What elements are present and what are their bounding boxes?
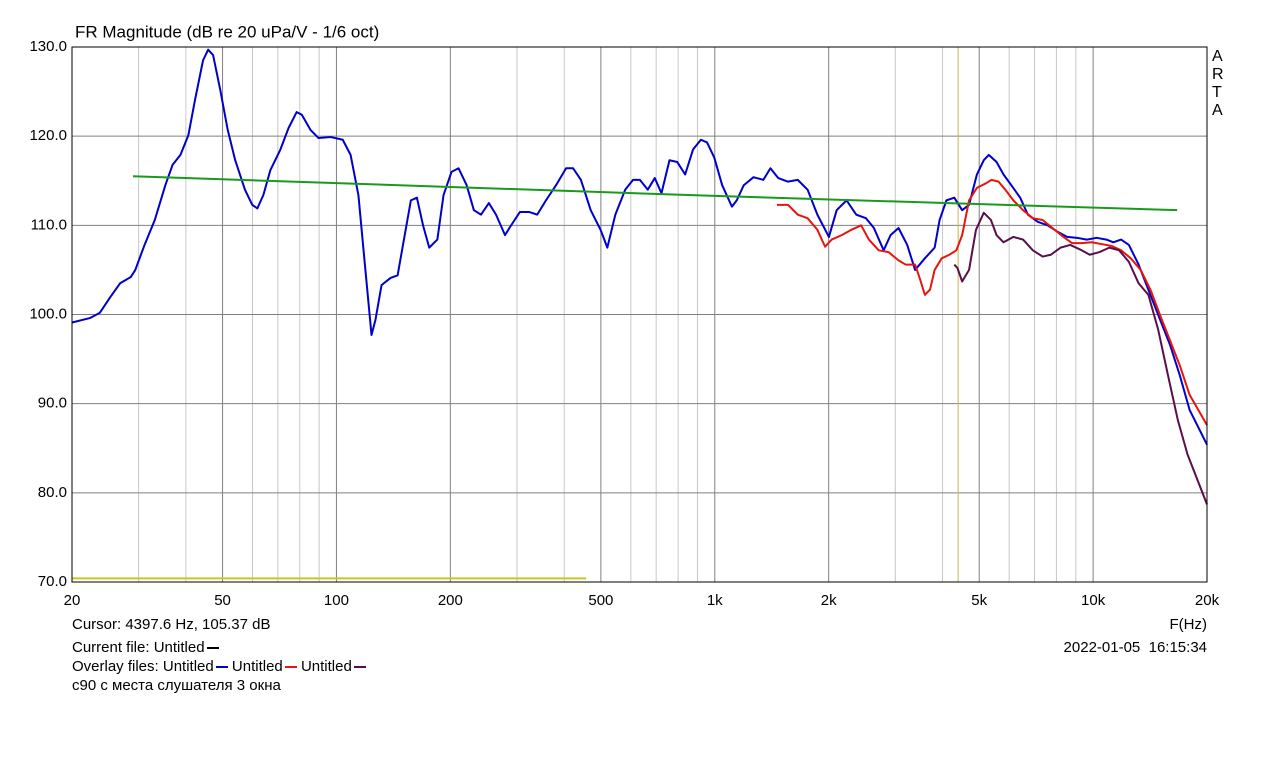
series-line	[71, 48, 1208, 446]
y-tick-label: 120.0	[29, 127, 67, 144]
x-axis-label: F(Hz)	[1169, 616, 1208, 633]
x-tick-label: 50	[214, 592, 231, 609]
current-file: Current file: Untitled	[72, 639, 219, 657]
x-tick-label: 20	[64, 592, 81, 609]
y-tick-label: 130.0	[29, 38, 67, 55]
x-tick-label: 20k	[1195, 592, 1220, 609]
watermark: ARTA	[1212, 48, 1224, 119]
cursor-readout: Cursor: 4397.6 Hz, 105.37 dB	[72, 616, 271, 633]
plot-lines	[71, 47, 1208, 582]
x-tick-label: 5k	[971, 592, 987, 609]
current-file-label: Current file:	[72, 639, 150, 656]
plot-frame	[71, 46, 1208, 583]
chart-title: FR Magnitude (dB re 20 uPa/V - 1/6 oct)	[75, 22, 379, 41]
note: c90 с места слушателя 3 окна	[72, 677, 281, 694]
legend-label: Untitled	[231, 658, 283, 675]
legend-swatch	[215, 666, 228, 669]
x-tick-label: 10k	[1081, 592, 1106, 609]
x-tick-label: 100	[324, 592, 349, 609]
series-line	[776, 178, 1208, 426]
y-tick-label: 100.0	[29, 305, 67, 322]
overlay-label: Overlay files:	[72, 658, 159, 675]
series-line	[133, 175, 1178, 212]
timestamp: 2022-01-05 16:15:34	[1063, 639, 1207, 656]
legend-label: Untitled	[162, 658, 214, 675]
x-tick-label: 200	[438, 592, 463, 609]
x-tick-label: 1k	[707, 592, 723, 609]
legend-swatch	[284, 666, 297, 669]
x-tick-label: 500	[588, 592, 613, 609]
y-tick-label: 90.0	[38, 395, 67, 412]
grid	[71, 46, 1208, 583]
x-tick-label: 2k	[821, 592, 837, 609]
y-tick-label: 80.0	[38, 484, 67, 501]
legend-swatch	[206, 647, 219, 650]
legend-swatch	[353, 666, 366, 669]
current-file-name: Untitled	[153, 639, 205, 656]
y-tick-label: 110.0	[31, 216, 67, 233]
y-tick-label: 70.0	[38, 573, 67, 590]
legend-label: Untitled	[300, 658, 352, 675]
legend: Overlay files: Untitled Untitled Untitle…	[72, 658, 366, 676]
series-line	[953, 211, 1208, 505]
